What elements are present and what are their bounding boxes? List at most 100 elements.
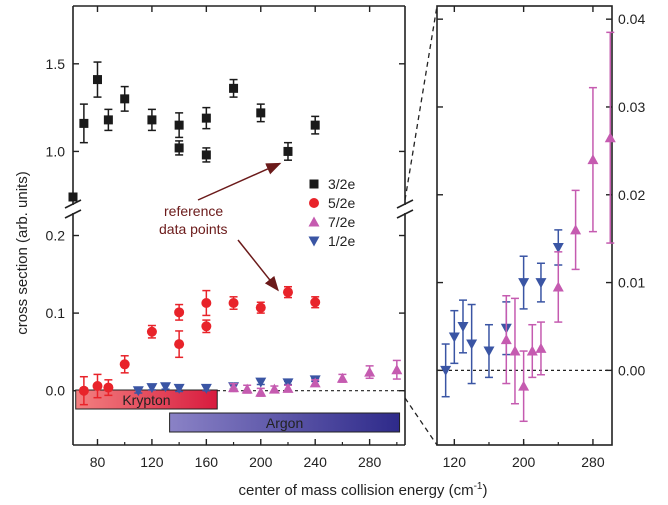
- legend-label: 5/2e: [328, 195, 355, 211]
- x-tick-label: 240: [304, 454, 328, 470]
- circle-marker: [146, 326, 157, 337]
- triangle-down-marker: [308, 236, 320, 247]
- range-label-argon: Argon: [266, 415, 303, 431]
- x-axis-title-close: ): [483, 482, 488, 499]
- x-tick-label: 120: [140, 454, 164, 470]
- y-tick-label-lower: 0.0: [46, 383, 66, 399]
- circle-marker: [119, 359, 130, 370]
- range-label-krypton: Krypton: [122, 392, 170, 408]
- square-marker: [79, 118, 89, 128]
- x-tick-label-right-panel: 280: [581, 454, 605, 470]
- triangle-down-marker: [255, 377, 267, 388]
- triangle-up-marker: [282, 382, 294, 393]
- triangle-up-marker: [570, 224, 582, 235]
- triangle-up-marker: [535, 342, 547, 353]
- square-marker: [309, 179, 319, 189]
- triangle-down-marker: [146, 383, 158, 394]
- series-1-2e: [132, 375, 321, 397]
- x-tick-label: 80: [90, 454, 106, 470]
- square-marker: [201, 150, 211, 160]
- triangle-up-marker: [500, 334, 512, 345]
- y-tick-label-upper: 1.0: [46, 143, 66, 159]
- triangle-down-marker: [483, 346, 495, 357]
- triangle-down-marker: [535, 278, 547, 289]
- axis-break-mark: [396, 209, 414, 219]
- legend-label: 3/2e: [328, 176, 355, 192]
- annotation-arrow-upper: [197, 162, 282, 201]
- axis-break-mark: [64, 209, 82, 219]
- square-marker: [147, 115, 157, 125]
- square-marker: [256, 108, 266, 118]
- square-marker: [283, 146, 293, 156]
- legend-label: 7/2e: [328, 214, 355, 230]
- square-marker: [92, 75, 102, 85]
- circle-marker: [255, 302, 266, 313]
- annotation-line-1: reference: [164, 203, 223, 219]
- y-tick-label-right-panel: 0.00: [618, 362, 645, 378]
- triangle-up-marker: [308, 216, 320, 227]
- x-tick-label-right-panel: 200: [512, 454, 536, 470]
- y-axis-title: cross section (arb. units): [14, 171, 31, 334]
- square-marker: [120, 94, 130, 104]
- right-panel: 120 200 280 0.00 0.01 0.02 0.03 0.04: [436, 5, 645, 470]
- triangle-up-marker: [587, 154, 599, 165]
- triangle-down-marker: [518, 278, 530, 289]
- y-tick-label-right-panel: 0.03: [618, 99, 645, 115]
- square-marker: [174, 120, 184, 130]
- triangle-up-marker: [336, 372, 348, 383]
- y-tick-label-upper: 1.5: [46, 56, 66, 72]
- x-tick-label: 200: [249, 454, 273, 470]
- square-marker: [103, 115, 113, 125]
- circle-marker: [78, 385, 89, 396]
- triangle-down-marker: [440, 365, 452, 376]
- triangle-up-marker: [241, 383, 253, 394]
- triangle-down-marker: [457, 321, 469, 332]
- range-bar-argon: [169, 412, 401, 433]
- triangle-up-marker: [552, 281, 564, 292]
- square-marker: [68, 192, 78, 202]
- circle-marker: [201, 298, 212, 309]
- right-frame: [436, 5, 613, 446]
- triangle-up-marker: [526, 345, 538, 356]
- triangle-down-marker: [200, 383, 212, 394]
- x-tick-label-right-panel: 120: [443, 454, 467, 470]
- square-marker: [229, 83, 239, 93]
- circle-marker: [282, 287, 293, 298]
- square-marker: [174, 143, 184, 153]
- series-7-2e: [228, 359, 403, 397]
- zoom-series-1-2e: [440, 229, 564, 398]
- zoom-series-7-2e: [500, 31, 616, 423]
- annotation: reference data points: [159, 162, 282, 292]
- y-tick-label-right-panel: 0.04: [618, 11, 645, 27]
- triangle-up-marker: [268, 383, 280, 394]
- y-tick-label-lower: 0.1: [46, 305, 66, 321]
- x-tick-label: 160: [195, 454, 219, 470]
- series-3-2e: [68, 61, 320, 202]
- circle-marker: [103, 382, 114, 393]
- circle-marker: [309, 198, 319, 208]
- triangle-down-marker: [552, 242, 564, 253]
- circle-marker: [174, 307, 185, 318]
- axis-break-mark: [396, 199, 414, 209]
- x-axis-title: center of mass collision energy (cm-1): [239, 481, 488, 499]
- triangle-up-marker: [391, 364, 403, 375]
- triangle-down-marker: [466, 339, 478, 350]
- legend: 3/2e 5/2e 7/2e 1/2e: [308, 176, 355, 249]
- zoom-connectors: [404, 5, 438, 446]
- x-axis-title-main: center of mass collision energy (cm: [239, 482, 474, 499]
- triangle-down-marker: [132, 386, 144, 397]
- circle-marker: [174, 339, 185, 350]
- left-panel: 80 120 160 200 240 280 1.0 1.5 0.0 0.1 0.2 Krypton A…: [46, 5, 414, 470]
- square-marker: [201, 113, 211, 123]
- triangle-down-marker: [448, 332, 460, 343]
- triangle-up-marker: [309, 377, 321, 388]
- y-tick-label-right-panel: 0.02: [618, 187, 645, 203]
- series-5-2e: [78, 285, 321, 406]
- triangle-up-marker: [228, 382, 240, 393]
- triangle-up-marker: [364, 366, 376, 377]
- y-tick-label-lower: 0.2: [46, 228, 66, 244]
- triangle-up-marker: [518, 380, 530, 391]
- x-tick-label: 280: [358, 454, 382, 470]
- triangle-up-marker: [255, 386, 267, 397]
